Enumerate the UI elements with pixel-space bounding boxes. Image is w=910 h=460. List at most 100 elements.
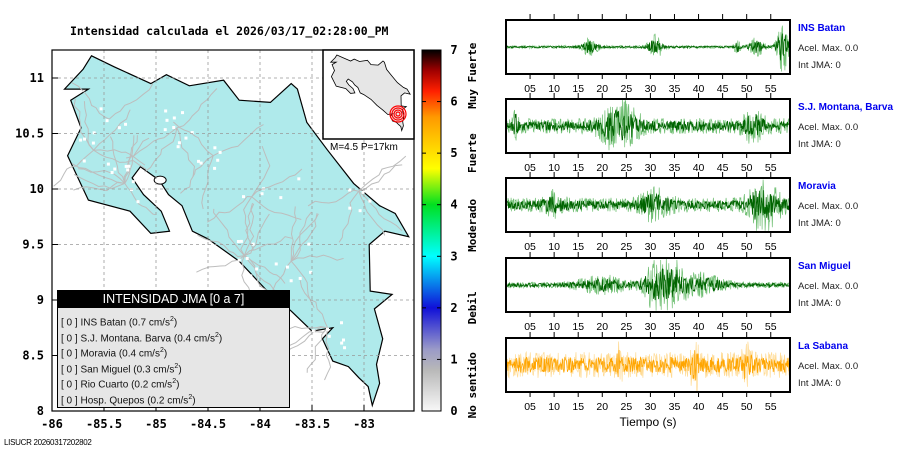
time-axis-label: Tiempo (s) bbox=[620, 415, 677, 429]
time-tick-label: 05 bbox=[524, 241, 536, 253]
map-y-tick-label: 8 bbox=[37, 404, 44, 418]
city-marker bbox=[326, 327, 330, 331]
station-jma-intensity: Int JMA: 0 bbox=[798, 139, 841, 150]
road bbox=[71, 82, 110, 120]
city-marker bbox=[260, 192, 264, 196]
time-tick-label: 45 bbox=[717, 162, 729, 174]
road bbox=[71, 163, 125, 184]
time-tick-label: 15 bbox=[572, 162, 584, 174]
road bbox=[78, 168, 126, 184]
city-marker bbox=[358, 174, 362, 178]
time-tick-label: 30 bbox=[645, 241, 657, 253]
city-marker bbox=[348, 188, 352, 192]
time-tick-label: 25 bbox=[620, 321, 632, 333]
time-tick-label: 40 bbox=[693, 162, 705, 174]
city-marker bbox=[83, 137, 87, 141]
time-tick-label: 30 bbox=[645, 162, 657, 174]
road bbox=[124, 135, 135, 184]
road bbox=[125, 127, 178, 159]
time-tick-label: 15 bbox=[572, 321, 584, 333]
epicenter-ring bbox=[393, 109, 403, 119]
time-tick-label: 35 bbox=[669, 162, 681, 174]
legend-close-paren: ) bbox=[163, 348, 168, 360]
colorbar-category-label: Moderado bbox=[466, 198, 479, 251]
road bbox=[73, 98, 94, 151]
time-tick-label: 30 bbox=[645, 321, 657, 333]
city-marker bbox=[289, 279, 293, 283]
road bbox=[93, 109, 131, 151]
legend-intensity: [ 0 ] bbox=[61, 332, 78, 344]
map-x-tick-label: -85 bbox=[145, 417, 167, 431]
waveform-frame bbox=[505, 177, 791, 233]
time-tick-label: 20 bbox=[596, 83, 608, 95]
colorbar-category-label: Debil bbox=[466, 291, 479, 324]
time-tick-label: 35 bbox=[669, 321, 681, 333]
station-jma-intensity: Int JMA: 0 bbox=[798, 298, 841, 309]
time-tick-label: 25 bbox=[620, 241, 632, 253]
city-marker bbox=[239, 239, 243, 243]
road bbox=[176, 88, 218, 129]
legend-close-paren: ) bbox=[192, 394, 196, 406]
legend-unit-exponent: 2 bbox=[174, 362, 179, 370]
road bbox=[324, 327, 332, 381]
city-marker bbox=[126, 168, 130, 172]
legend-unit-exponent: 2 bbox=[172, 378, 177, 385]
legend-station-name: Hosp. Quepos bbox=[80, 394, 145, 406]
city-marker bbox=[163, 128, 167, 132]
colorbar-tick-label: 7 bbox=[450, 43, 457, 57]
station-max-accel: Acel. Max. 0.0 bbox=[798, 201, 859, 212]
time-tick-label: 40 bbox=[693, 241, 705, 253]
city-marker bbox=[218, 150, 222, 154]
time-tick-label: 55 bbox=[765, 241, 777, 253]
city-marker bbox=[113, 167, 117, 171]
city-marker bbox=[249, 274, 253, 278]
waveform-frame bbox=[505, 19, 791, 75]
city-marker bbox=[216, 158, 220, 162]
road bbox=[109, 136, 126, 184]
magnitude-depth-label: M=4.5 P=17km bbox=[330, 142, 398, 153]
map-y-tick-label: 11 bbox=[30, 71, 44, 85]
time-tick-label: 35 bbox=[669, 241, 681, 253]
time-tick-label: 50 bbox=[741, 162, 753, 174]
city-marker bbox=[117, 126, 121, 130]
road bbox=[124, 183, 156, 216]
road bbox=[290, 213, 318, 262]
time-tick-label: 45 bbox=[717, 241, 729, 253]
city-marker bbox=[124, 122, 128, 126]
time-tick-label: 40 bbox=[693, 401, 705, 413]
station-jma-intensity: Int JMA: 0 bbox=[798, 378, 841, 389]
city-marker bbox=[172, 126, 176, 130]
colorbar-tick-label: 4 bbox=[450, 198, 457, 212]
waveform-trace bbox=[505, 349, 791, 381]
legend-acceleration: (0.4 cm/s bbox=[118, 348, 160, 360]
map-y-tick-label: 10 bbox=[30, 182, 44, 196]
map-x-tick-label: -84.5 bbox=[190, 417, 226, 431]
legend-intensity: [ 0 ] bbox=[61, 363, 78, 375]
map-y-tick-label: 8.5 bbox=[22, 349, 44, 363]
station-max-accel: Acel. Max. 0.0 bbox=[798, 122, 859, 133]
colorbar-category-label: No sentido bbox=[466, 352, 479, 419]
city-marker bbox=[348, 206, 352, 210]
time-tick-label: 25 bbox=[620, 83, 632, 95]
legend-item: [ 0 ] Hosp. Quepos (0.2 cm/s2) bbox=[58, 390, 289, 406]
legend-acceleration: (0.2 cm/s bbox=[131, 379, 173, 391]
legend-intensity: [ 0 ] bbox=[61, 394, 78, 406]
road bbox=[206, 195, 252, 223]
legend-header: INTENSIDAD JMA [0 a 7] bbox=[58, 291, 289, 308]
time-tick-label: 25 bbox=[620, 401, 632, 413]
time-tick-label: 50 bbox=[741, 83, 753, 95]
road bbox=[213, 208, 245, 256]
time-tick-label: 45 bbox=[717, 83, 729, 95]
city-marker bbox=[251, 242, 255, 246]
city-marker bbox=[110, 170, 114, 174]
city-marker bbox=[124, 164, 128, 168]
road bbox=[358, 190, 403, 232]
legend-acceleration: (0.7 cm/s bbox=[128, 317, 170, 329]
road bbox=[290, 206, 297, 262]
time-tick-label: 20 bbox=[596, 162, 608, 174]
road bbox=[144, 127, 178, 173]
road bbox=[73, 173, 125, 190]
road bbox=[358, 164, 403, 192]
city-marker bbox=[341, 338, 345, 342]
city-marker bbox=[368, 199, 372, 203]
